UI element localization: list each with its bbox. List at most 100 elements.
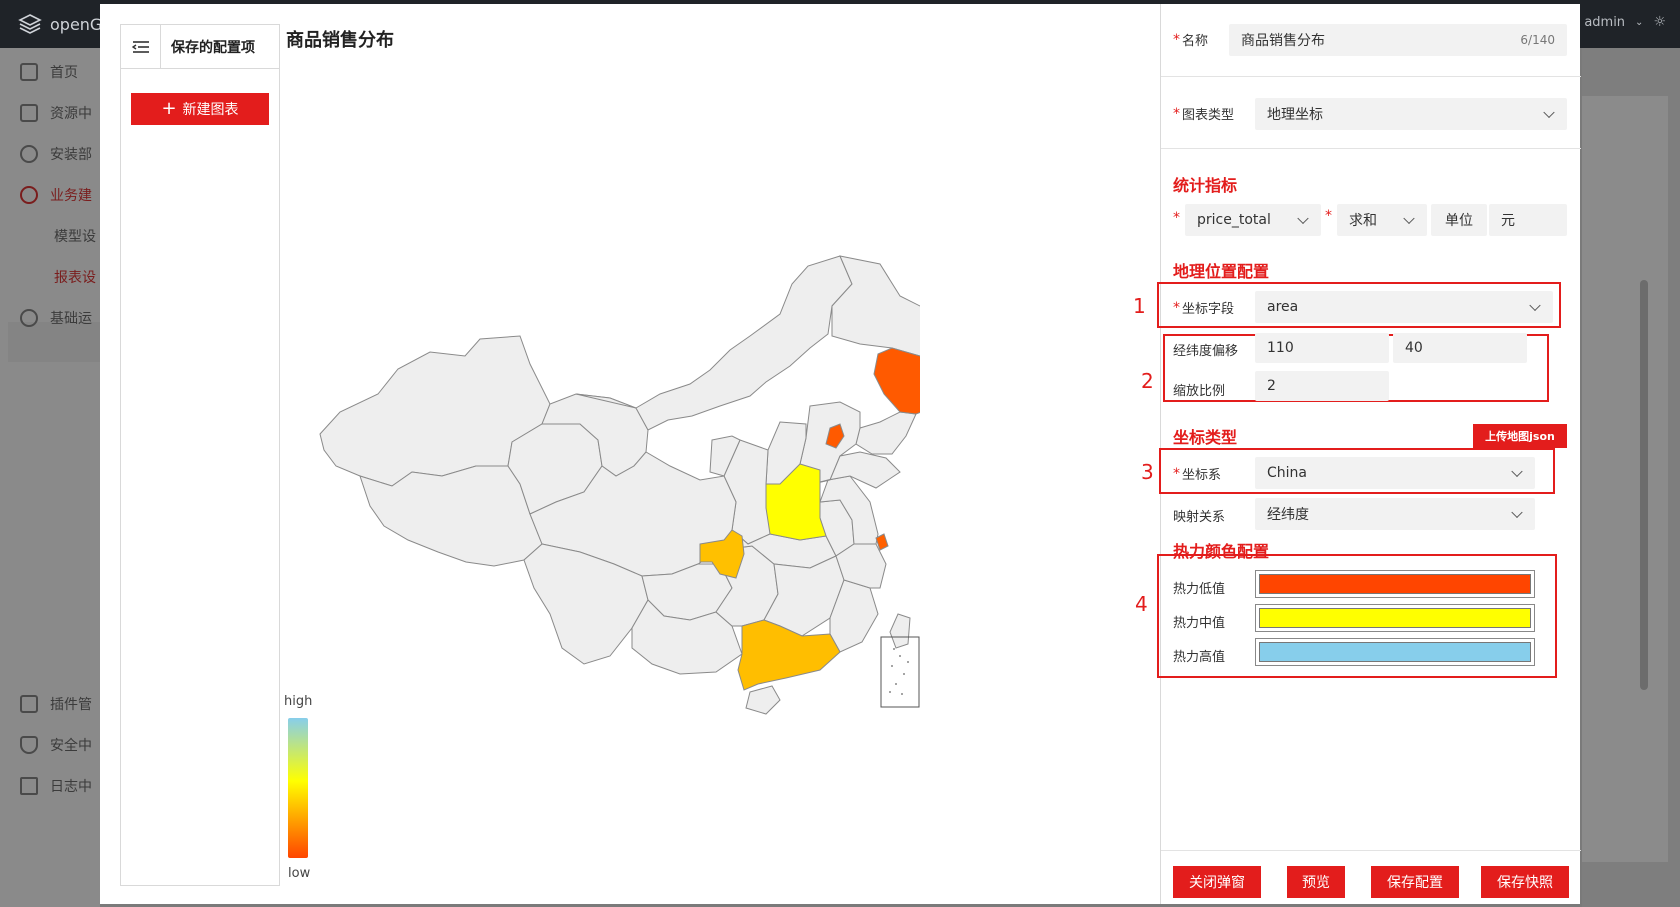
map-region-zhejiang[interactable] (835, 543, 887, 589)
plugin-icon (20, 695, 38, 713)
metric-field-select[interactable]: price_total (1185, 204, 1321, 236)
nav-item-model-design[interactable]: 模型设 (54, 226, 96, 246)
map-region-chongqing[interactable] (699, 529, 745, 579)
new-chart-button[interactable]: + 新建图表 (131, 93, 269, 125)
name-char-counter: 6/140 (1520, 33, 1555, 47)
close-modal-button[interactable]: 关闭弹窗 (1173, 866, 1261, 898)
map-region-henan[interactable] (765, 463, 827, 541)
map-region-hainan[interactable] (745, 685, 781, 715)
nav-item-install[interactable]: 安装部 (20, 144, 92, 164)
save-config-button[interactable]: 保存配置 (1371, 866, 1459, 898)
shield-icon (20, 736, 38, 754)
name-input[interactable]: 商品销售分布 6/140 (1229, 24, 1567, 56)
chart-type-select[interactable]: 地理坐标 (1255, 98, 1567, 130)
preview-button[interactable]: 预览 (1287, 866, 1345, 898)
map-region-shanghai[interactable] (875, 533, 889, 551)
saved-config-title: 保存的配置项 (171, 39, 255, 56)
required-mark: * (1325, 208, 1332, 224)
heat-mid-label: 热力中值 (1173, 616, 1226, 631)
sun-icon[interactable]: ☼ (1653, 14, 1666, 30)
offset-label: 经纬度偏移 (1173, 344, 1239, 359)
visual-map-gradient[interactable] (288, 718, 308, 858)
brand[interactable]: openG (18, 12, 102, 36)
nav-item-label: 日志中 (50, 779, 92, 795)
coord-field-select[interactable]: area (1255, 291, 1553, 323)
chevron-down-icon (1543, 106, 1555, 119)
username: admin (1584, 14, 1626, 30)
map-region-jiangsu[interactable] (819, 475, 879, 545)
mapping-select[interactable]: 经纬度 (1255, 498, 1535, 530)
coord-sys-value: China (1267, 465, 1307, 481)
china-map[interactable] (280, 244, 920, 764)
nav-item-plugins[interactable]: 插件管 (20, 694, 92, 714)
offset-lng-input[interactable]: 110 (1255, 333, 1389, 363)
required-mark: * (1173, 105, 1180, 122)
chevron-down-icon (1297, 212, 1309, 225)
annotation-marker-2: 2 (1141, 369, 1154, 393)
map-region-guangxi[interactable] (631, 599, 743, 675)
gear-icon (20, 145, 38, 163)
nav-item-label: 业务建 (50, 188, 92, 204)
scale-label: 缩放比例 (1173, 384, 1226, 399)
offset-lng-value: 110 (1267, 340, 1294, 356)
annotation-box-1 (1157, 282, 1561, 328)
metric-field-value: price_total (1197, 212, 1271, 228)
nav-item-label: 基础运 (50, 311, 92, 327)
nav-item-logs[interactable]: 日志中 (20, 776, 92, 796)
heat-low-color-picker[interactable] (1255, 570, 1535, 598)
gear-icon (20, 186, 38, 204)
unit-input[interactable]: 元 (1489, 204, 1567, 236)
name-row: * 名称 (1173, 30, 1208, 50)
background-scrollbar[interactable] (1640, 280, 1648, 690)
coord-sys-select[interactable]: China (1255, 457, 1535, 489)
map-region-jilin[interactable] (873, 347, 920, 415)
map-region-shandong[interactable] (811, 451, 901, 489)
map-region-heilongjiang[interactable] (831, 255, 920, 376)
map-region-taiwan[interactable] (889, 613, 911, 649)
annotation-marker-4: 4 (1135, 592, 1148, 616)
coord-sys-row: * 坐标系 (1173, 464, 1221, 484)
map-region-guangdong[interactable] (737, 619, 841, 691)
map-region-yunnan[interactable] (523, 543, 649, 665)
heat-mid-swatch (1259, 608, 1531, 628)
required-mark: * (1173, 465, 1180, 482)
heat-high-label: 热力高值 (1173, 650, 1226, 665)
map-region-liaoning[interactable] (855, 411, 917, 455)
heat-high-color-picker[interactable] (1255, 638, 1535, 666)
menu-collapse-icon[interactable] (121, 24, 161, 69)
nav-item-label: 安装部 (50, 147, 92, 163)
offset-lat-input[interactable]: 40 (1393, 333, 1527, 363)
heat-mid-color-picker[interactable] (1255, 604, 1535, 632)
unit-label-box: 单位 (1431, 204, 1487, 236)
nav-item-home[interactable]: 首页 (20, 62, 78, 82)
upload-map-json-button[interactable]: 上传地图json (1473, 424, 1567, 448)
nav-item-security[interactable]: 安全中 (20, 735, 92, 755)
nav-item-ops[interactable]: 基础运 (20, 308, 92, 328)
nav-item-business[interactable]: 业务建 (20, 185, 92, 205)
divider (1161, 148, 1581, 149)
new-chart-label: 新建图表 (182, 102, 239, 118)
required-mark: * (1173, 210, 1180, 226)
nav-item-report-design[interactable]: 报表设 (54, 267, 96, 287)
map-region-inner-mongolia[interactable] (575, 255, 853, 431)
menu-icon (131, 40, 149, 53)
coord-field-value: area (1267, 299, 1299, 315)
scale-value: 2 (1267, 378, 1276, 394)
map-region-ningxia[interactable] (709, 435, 741, 477)
heat-low-swatch (1259, 574, 1531, 594)
scale-row: 缩放比例 (1173, 380, 1225, 399)
nav-item-resources[interactable]: 资源中 (20, 103, 92, 123)
chevron-down-icon: ⌄ (1635, 16, 1644, 28)
map-region-beijing[interactable] (825, 423, 845, 449)
geo-section-title: 地理位置配置 (1173, 262, 1270, 281)
required-mark: * (1173, 31, 1180, 48)
save-snapshot-button[interactable]: 保存快照 (1481, 866, 1569, 898)
layers-icon (18, 14, 42, 34)
scale-input[interactable]: 2 (1255, 371, 1389, 401)
plus-icon: + (161, 98, 177, 119)
map-region-fujian[interactable] (829, 579, 879, 653)
chart-title: 商品销售分布 (286, 30, 394, 51)
user-menu[interactable]: admin ⌄ ☼ (1584, 14, 1666, 30)
annotation-marker-1: 1 (1133, 294, 1146, 318)
aggregation-select[interactable]: 求和 (1337, 204, 1427, 236)
